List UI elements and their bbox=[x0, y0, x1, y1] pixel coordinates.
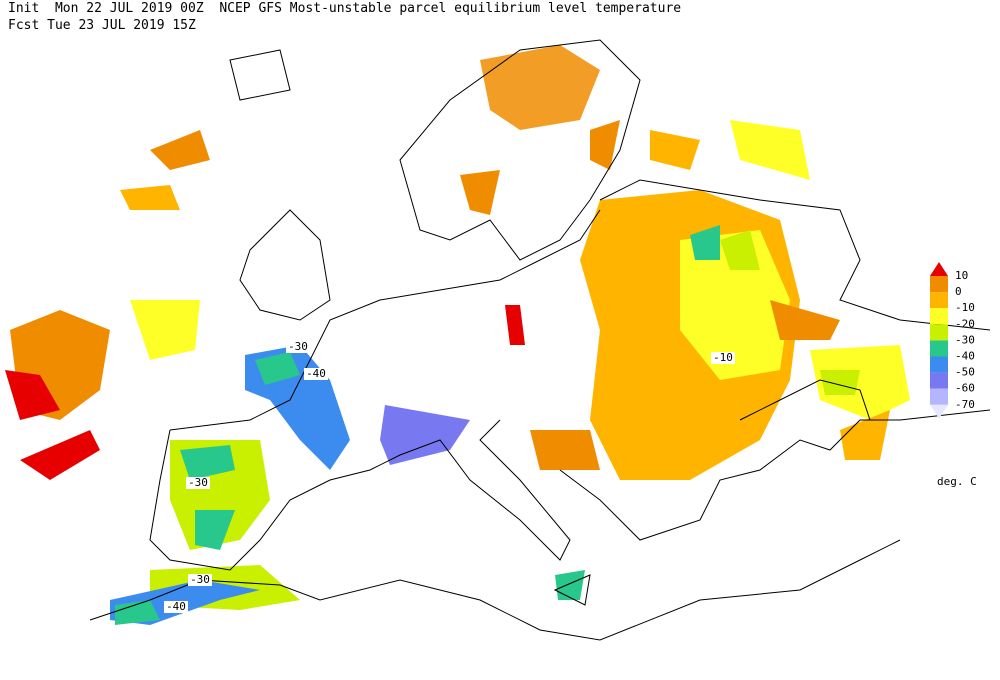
coastline bbox=[599, 179, 991, 331]
colorbar-box bbox=[930, 308, 948, 325]
unit-label: deg. C bbox=[937, 475, 977, 488]
field-area bbox=[530, 430, 600, 470]
field-area bbox=[480, 45, 600, 130]
colorbar-box bbox=[930, 292, 948, 309]
field-area bbox=[730, 120, 810, 180]
colorbar-box bbox=[930, 356, 948, 373]
field-area bbox=[130, 300, 200, 360]
field-area bbox=[840, 410, 890, 460]
coastlines bbox=[89, 39, 991, 641]
colorbar-box bbox=[930, 324, 948, 341]
field bbox=[5, 45, 910, 625]
colorbar-box bbox=[930, 340, 948, 357]
field-area bbox=[820, 370, 860, 395]
field-area bbox=[555, 570, 585, 600]
field-area bbox=[460, 170, 500, 215]
field-area bbox=[590, 120, 620, 170]
field-area bbox=[770, 300, 840, 340]
colorbar-label: -50 bbox=[955, 366, 975, 379]
contour-label: -30 bbox=[188, 476, 208, 489]
field-area bbox=[150, 130, 210, 170]
field-area bbox=[5, 370, 60, 420]
contour-label-bg bbox=[304, 368, 328, 380]
field-area bbox=[180, 445, 235, 480]
header-line: Init Mon 22 JUL 2019 00Z NCEP GFS Most-u… bbox=[8, 1, 682, 16]
field-area bbox=[720, 230, 760, 270]
coastline bbox=[169, 209, 601, 431]
colorbar-triangle bbox=[930, 262, 948, 276]
field-area bbox=[380, 405, 470, 465]
colorbar-triangle bbox=[930, 404, 948, 419]
colorbar-box bbox=[930, 372, 948, 389]
field-area bbox=[810, 345, 910, 420]
contour-label-bg bbox=[186, 477, 210, 489]
contour-label: -30 bbox=[288, 340, 308, 353]
colorbar-label: -40 bbox=[955, 350, 975, 363]
contour-label-bg bbox=[711, 352, 735, 364]
coastline bbox=[149, 419, 571, 571]
contour-label: -40 bbox=[306, 367, 326, 380]
coastline bbox=[399, 39, 641, 261]
colorbar-label: 0 bbox=[955, 285, 962, 298]
coastline bbox=[239, 209, 331, 321]
contour-label-bg bbox=[286, 341, 310, 353]
colorbar-label: -20 bbox=[955, 317, 975, 330]
field-area bbox=[505, 305, 525, 345]
contour-label-bg bbox=[188, 574, 212, 586]
coastline bbox=[559, 409, 991, 541]
field-area bbox=[255, 352, 300, 385]
colorbar-label: -10 bbox=[955, 301, 975, 314]
header-line: Fcst Tue 23 JUL 2019 15Z bbox=[8, 18, 196, 33]
contour-label-bg bbox=[164, 601, 188, 613]
colorbar-label: -70 bbox=[955, 398, 975, 411]
colorbar-label: -30 bbox=[955, 333, 975, 346]
field-area bbox=[20, 430, 100, 480]
colorbar-label: 10 bbox=[955, 269, 968, 282]
contour-label: -10 bbox=[713, 351, 733, 364]
field-area bbox=[650, 130, 700, 170]
coastline bbox=[739, 379, 871, 421]
contour-label: -30 bbox=[190, 573, 210, 586]
field-area bbox=[690, 225, 720, 260]
field-area bbox=[115, 600, 160, 625]
field-area bbox=[195, 510, 235, 550]
colorbar-label: -60 bbox=[955, 382, 975, 395]
colorbar-box bbox=[930, 388, 948, 405]
field-area bbox=[680, 230, 790, 380]
coastline bbox=[229, 49, 291, 101]
contour-label: -40 bbox=[166, 600, 186, 613]
field-area bbox=[120, 185, 180, 210]
colorbar-box bbox=[930, 276, 948, 293]
coastline bbox=[553, 574, 591, 606]
